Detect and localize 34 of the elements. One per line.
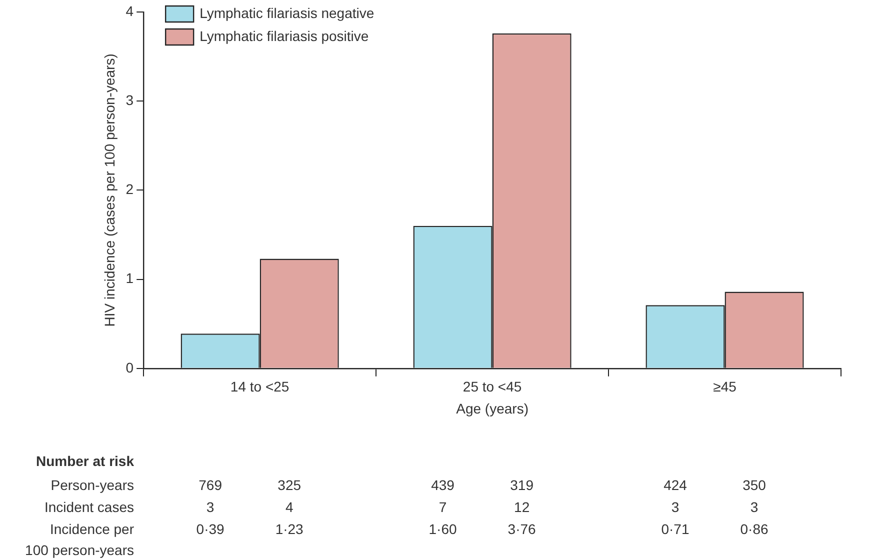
text: 0·86 <box>740 520 769 537</box>
text: 350 <box>742 476 766 493</box>
text: 439 <box>431 476 455 493</box>
x-tick-label: 25 to <45 <box>462 378 522 395</box>
text: 3 <box>750 498 758 515</box>
text: 319 <box>510 476 534 493</box>
text: 3 <box>206 498 214 515</box>
text: 325 <box>278 476 302 493</box>
legend-label: Lymphatic filariasis positive <box>200 28 369 44</box>
x-axis-title: Age (years) <box>456 400 528 416</box>
text: 0·71 <box>661 520 690 537</box>
text: 3·76 <box>508 520 536 537</box>
text: 1·60 <box>428 520 457 537</box>
y-tick-label: 1 <box>126 270 134 286</box>
text: 1·23 <box>275 520 304 537</box>
text: 3 <box>671 498 680 515</box>
text: Person-years <box>50 476 134 493</box>
text: 769 <box>198 476 222 493</box>
y-tick-label: 2 <box>126 181 134 198</box>
y-tick-label: 3 <box>126 92 134 108</box>
text: 7 <box>438 498 447 515</box>
y-tick-label: 4 <box>126 2 134 19</box>
text: Number at risk <box>36 452 134 469</box>
x-tick-label: 14 to <25 <box>230 378 290 395</box>
text: 0·39 <box>196 520 225 537</box>
text: 4 <box>285 498 294 515</box>
text: 424 <box>664 476 688 493</box>
text: Incidence per 100 person-years <box>25 520 134 558</box>
text: 12 <box>514 498 530 515</box>
y-tick-label: 0 <box>126 359 134 376</box>
x-tick-label: ≥45 <box>713 378 737 395</box>
legend-label: Lymphatic filariasis negative <box>200 4 374 21</box>
text: Incident cases <box>44 498 134 515</box>
y-axis-title: HIV incidence (cases per 100 person-years) <box>101 54 118 327</box>
